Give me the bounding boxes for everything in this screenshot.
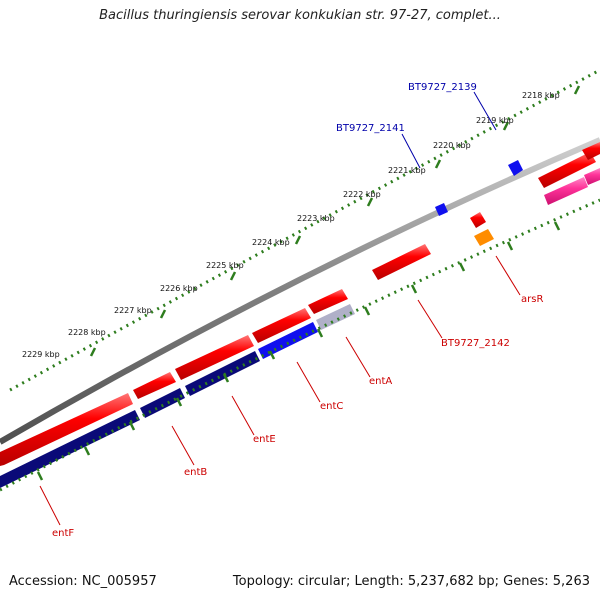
small-blue-feature[interactable] — [508, 160, 523, 176]
scale-label-2220: 2220 kbp — [433, 141, 471, 150]
cds-feature[interactable] — [252, 308, 311, 343]
callout-lines — [39, 91, 521, 526]
gene-feature[interactable] — [140, 388, 185, 418]
gene-label-bt9727-2139[interactable]: BT9727_2139 — [408, 82, 477, 93]
scale-label-2229: 2229 kbp — [22, 350, 60, 359]
cds-feature[interactable] — [133, 372, 176, 399]
scale-label-2225: 2225 kbp — [206, 261, 244, 270]
scale-label-2228: 2228 kbp — [68, 328, 106, 337]
map-title: Bacillus thuringiensis serovar konkukian… — [99, 8, 501, 23]
outer-scale-ticks — [89, 85, 581, 357]
cds-feature[interactable] — [308, 289, 348, 314]
rna-feature[interactable] — [544, 177, 588, 205]
orange-feature[interactable] — [474, 229, 494, 246]
gene-label-ente[interactable]: entE — [253, 434, 276, 445]
gene-label-bt9727-2141[interactable]: BT9727_2141 — [336, 123, 405, 134]
reverse-strand-features[interactable] — [0, 304, 355, 488]
rna-feature[interactable] — [584, 168, 600, 185]
outer-scale-ring — [9, 68, 600, 392]
cds-feature[interactable] — [538, 152, 596, 188]
gene-feature[interactable] — [0, 410, 140, 488]
forward-strand-features[interactable] — [0, 142, 600, 466]
scale-label-2227: 2227 kbp — [114, 306, 152, 315]
accession-text: Accession: NC_005957 — [9, 574, 157, 589]
gene-label-bt9727-2142[interactable]: BT9727_2142 — [441, 338, 510, 349]
scale-label-2223: 2223 kbp — [297, 214, 335, 223]
genome-backbone — [0, 137, 600, 445]
scale-label-2226: 2226 kbp — [160, 284, 198, 293]
cds-feature[interactable] — [582, 142, 600, 160]
gene-feature-active[interactable] — [258, 322, 318, 359]
cds-feature[interactable] — [175, 335, 254, 380]
gene-feature[interactable] — [185, 351, 260, 396]
gene-label-arsr[interactable]: arsR — [521, 294, 543, 305]
scale-label-2221: 2221 kbp — [388, 166, 426, 175]
scale-label-2222: 2222 kbp — [343, 190, 381, 199]
gene-label-entb[interactable]: entB — [184, 467, 207, 478]
inner-scale-ring — [0, 198, 600, 492]
cds-feature[interactable] — [0, 393, 133, 466]
scale-label-2224: 2224 kbp — [252, 238, 290, 247]
small-blue-feature[interactable] — [435, 203, 448, 216]
cds-feature[interactable] — [372, 244, 431, 280]
gene-label-enta[interactable]: entA — [369, 376, 392, 387]
cds-feature[interactable] — [470, 212, 486, 228]
genome-summary-text: Topology: circular; Length: 5,237,682 bp… — [232, 574, 590, 589]
scale-label-2219: 2219 kbp — [476, 116, 514, 125]
inner-scale-ticks — [36, 221, 561, 481]
gene-label-entf[interactable]: entF — [52, 528, 74, 539]
gene-label-entc[interactable]: entC — [320, 401, 343, 412]
scale-label-2218: 2218 kbp — [522, 91, 560, 100]
